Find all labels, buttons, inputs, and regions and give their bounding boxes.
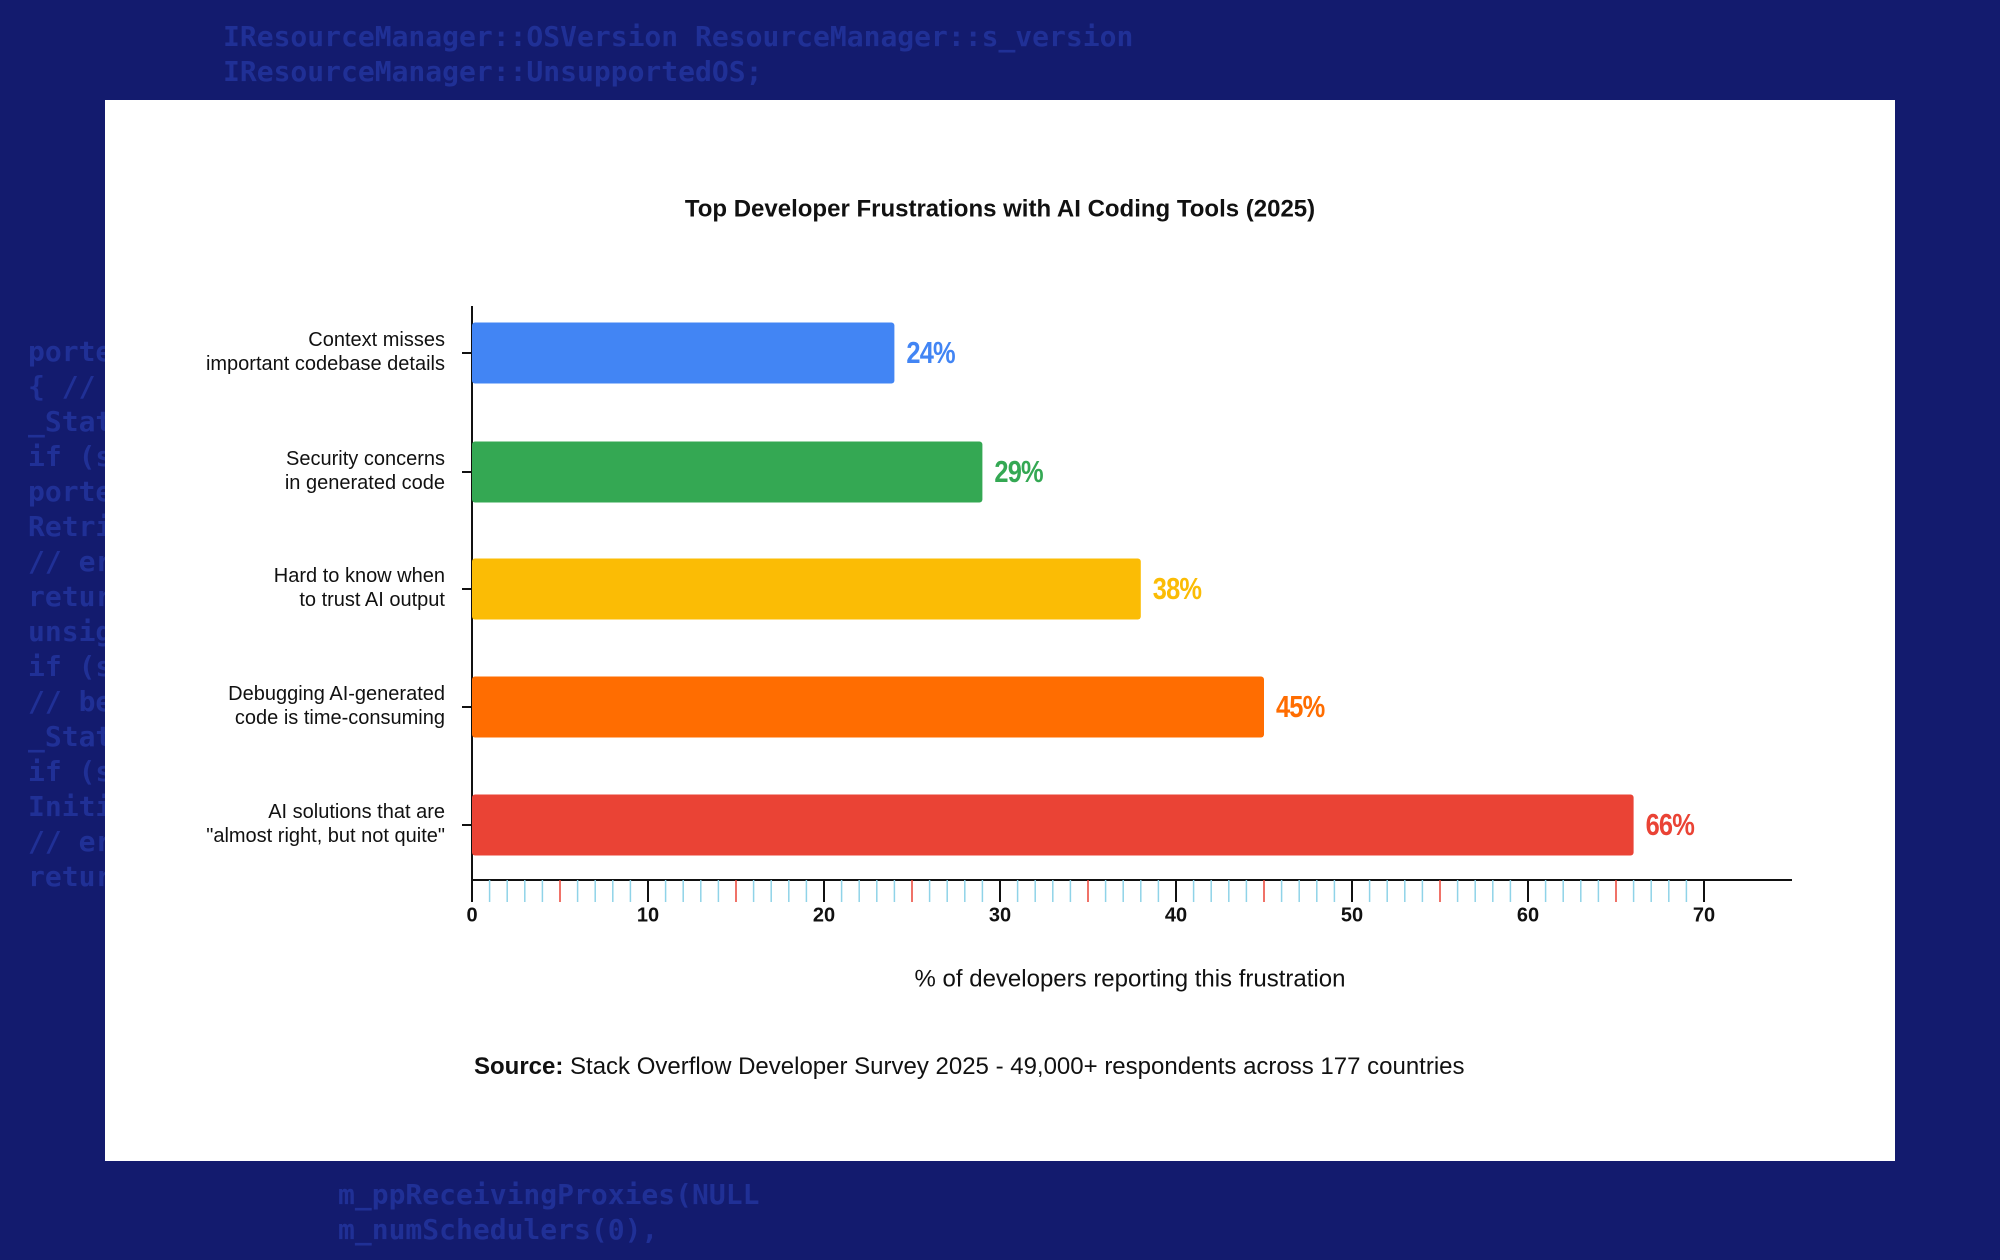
x-tick-label: 20 (813, 904, 835, 926)
category-label: Debugging AI-generated code is time-consu… (228, 683, 445, 729)
code-line: _Stat (28, 405, 112, 438)
category-line: important codebase details (206, 353, 445, 375)
card (105, 100, 1895, 1161)
category-line: AI solutions that are (268, 801, 445, 823)
value-label: 24% (906, 336, 955, 371)
x-tick-label: 10 (637, 904, 659, 926)
code-line: porte (28, 335, 112, 368)
category-line: code is time-consuming (235, 707, 445, 729)
category-line: Security concerns (286, 448, 445, 470)
category-line: to trust AI output (299, 589, 445, 611)
code-line: m_ppReceivingProxies(NULL (338, 1178, 759, 1211)
bar (472, 676, 1264, 738)
value-label: 38% (1153, 572, 1202, 607)
code-line: Retri (28, 510, 112, 543)
code-line: m_numSchedulers(0), (338, 1213, 658, 1246)
background-code: IResourceManager::OSVersion ResourceMana… (28, 20, 1133, 1246)
code-line: _Stat (28, 720, 112, 753)
code-line: // er (28, 545, 112, 578)
category-line: Debugging AI-generated (228, 683, 445, 705)
value-label: 45% (1276, 690, 1325, 725)
source: Source: Stack Overflow Developer Survey … (474, 1053, 1465, 1080)
x-tick-label: 40 (1165, 904, 1187, 926)
x-tick-label: 50 (1341, 904, 1363, 926)
code-line: // er (28, 825, 112, 858)
category-line: in generated code (285, 472, 445, 494)
code-line: if (s (28, 755, 112, 788)
code-line: retur (28, 580, 112, 613)
category-label: Security concerns in generated code (285, 448, 445, 494)
category-line: "almost right, but not quite" (206, 825, 445, 847)
code-line: // be (28, 685, 112, 718)
code-line: if (s (28, 440, 112, 473)
x-axis-label: % of developers reporting this frustrati… (915, 965, 1346, 992)
code-line: retur (28, 860, 112, 893)
chart-title: Top Developer Frustrations with AI Codin… (685, 195, 1315, 222)
value-label: 29% (994, 455, 1043, 490)
bar (472, 794, 1634, 856)
category-label: Context misses important codebase details (206, 329, 445, 375)
code-line: IResourceManager::OSVersion ResourceMana… (223, 20, 1133, 53)
code-line: { // (28, 370, 95, 403)
category-label: Hard to know when to trust AI output (274, 565, 446, 611)
source-label: Source: (474, 1053, 563, 1080)
bar (472, 322, 895, 384)
bar (472, 441, 983, 503)
x-tick-label: 70 (1693, 904, 1715, 926)
x-tick-label: 60 (1517, 904, 1539, 926)
value-label: 66% (1646, 808, 1695, 843)
code-line: porte (28, 475, 112, 508)
category-label: AI solutions that are "almost right, but … (206, 801, 445, 847)
category-line: Context misses (308, 329, 445, 351)
x-tick-label: 30 (989, 904, 1011, 926)
code-line: if (s (28, 650, 112, 683)
x-tick-label: 0 (466, 904, 477, 926)
source-text: Stack Overflow Developer Survey 2025 - 4… (570, 1053, 1465, 1080)
bar (472, 558, 1141, 620)
code-line: IResourceManager::UnsupportedOS; (223, 55, 762, 88)
code-line: unsig (28, 615, 112, 648)
code-line: Initi (28, 790, 112, 823)
category-line: Hard to know when (274, 565, 445, 587)
